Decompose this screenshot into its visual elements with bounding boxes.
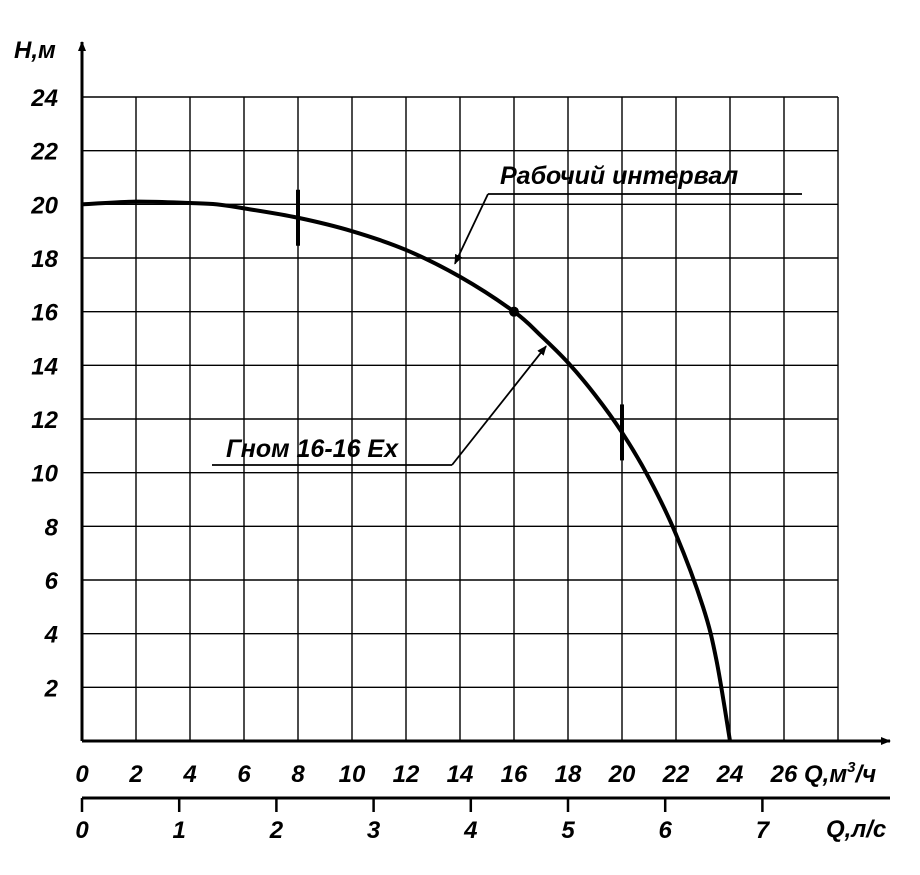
- x-tick-label: 4: [182, 761, 196, 788]
- x2-tick-label: 1: [173, 817, 186, 844]
- y-tick-label: 22: [30, 139, 58, 166]
- x2-tick-label: 3: [367, 817, 381, 844]
- x2-axis-title: Q,л/с: [826, 816, 886, 843]
- y-tick-label: 16: [31, 300, 58, 327]
- y-tick-label: 20: [30, 192, 58, 219]
- x-tick-label: 10: [339, 761, 366, 788]
- x-tick-label: 26: [770, 761, 798, 788]
- x-tick-label: 24: [716, 761, 744, 788]
- y-axis-title: Н,м: [14, 37, 56, 64]
- x-tick-labels: 0 2 4 6 8 10 12 14 16 18 20 22 24 26: [75, 761, 798, 788]
- annotation-series-name: Гном 16-16 Ex: [226, 435, 399, 463]
- x2-tick-label: 5: [561, 817, 575, 844]
- x-tick-label: 16: [501, 761, 528, 788]
- x2-tick-label: 6: [659, 817, 673, 844]
- x2-tick-label: 2: [269, 817, 284, 844]
- x2-tick-label: 4: [463, 817, 477, 844]
- x-tick-label: 2: [128, 761, 143, 788]
- y-tick-label: 4: [44, 622, 58, 649]
- annotation-leader: [454, 193, 489, 265]
- series-layer: [81, 189, 732, 742]
- grid: [82, 96, 839, 741]
- x-tick-label: 14: [447, 761, 474, 788]
- secondary-x-axis: 0 1 2 3 4 5 6 7: [75, 796, 890, 844]
- annotation-leader: [451, 345, 547, 466]
- y-tick-label: 24: [30, 85, 58, 112]
- x-tick-label: 0: [75, 761, 89, 788]
- x-tick-label: 20: [608, 761, 636, 788]
- y-tick-label: 12: [31, 407, 58, 434]
- x-tick-label: 22: [662, 761, 690, 788]
- y-tick-label: 8: [45, 514, 59, 541]
- y-tick-label: 6: [45, 568, 59, 595]
- y-tick-label: 18: [31, 246, 58, 273]
- x-tick-label: 8: [291, 761, 305, 788]
- x-tick-label: 6: [237, 761, 251, 788]
- annotation-operating-range: Рабочий интервал: [500, 162, 739, 190]
- x-axis-title: Q,м3/ч: [804, 759, 876, 788]
- x-tick-label: 12: [393, 761, 420, 788]
- x2-tick-label: 0: [75, 817, 89, 844]
- x-tick-label: 18: [555, 761, 582, 788]
- y-tick-label: 14: [31, 353, 58, 380]
- axes: [78, 41, 891, 745]
- x2-tick-label: 7: [756, 817, 771, 844]
- y-tick-label: 2: [44, 675, 59, 702]
- nominal-point: [509, 306, 519, 317]
- y-tick-label: 10: [31, 461, 58, 488]
- annotations: Рабочий интервал Гном 16-16 Ex: [212, 162, 802, 466]
